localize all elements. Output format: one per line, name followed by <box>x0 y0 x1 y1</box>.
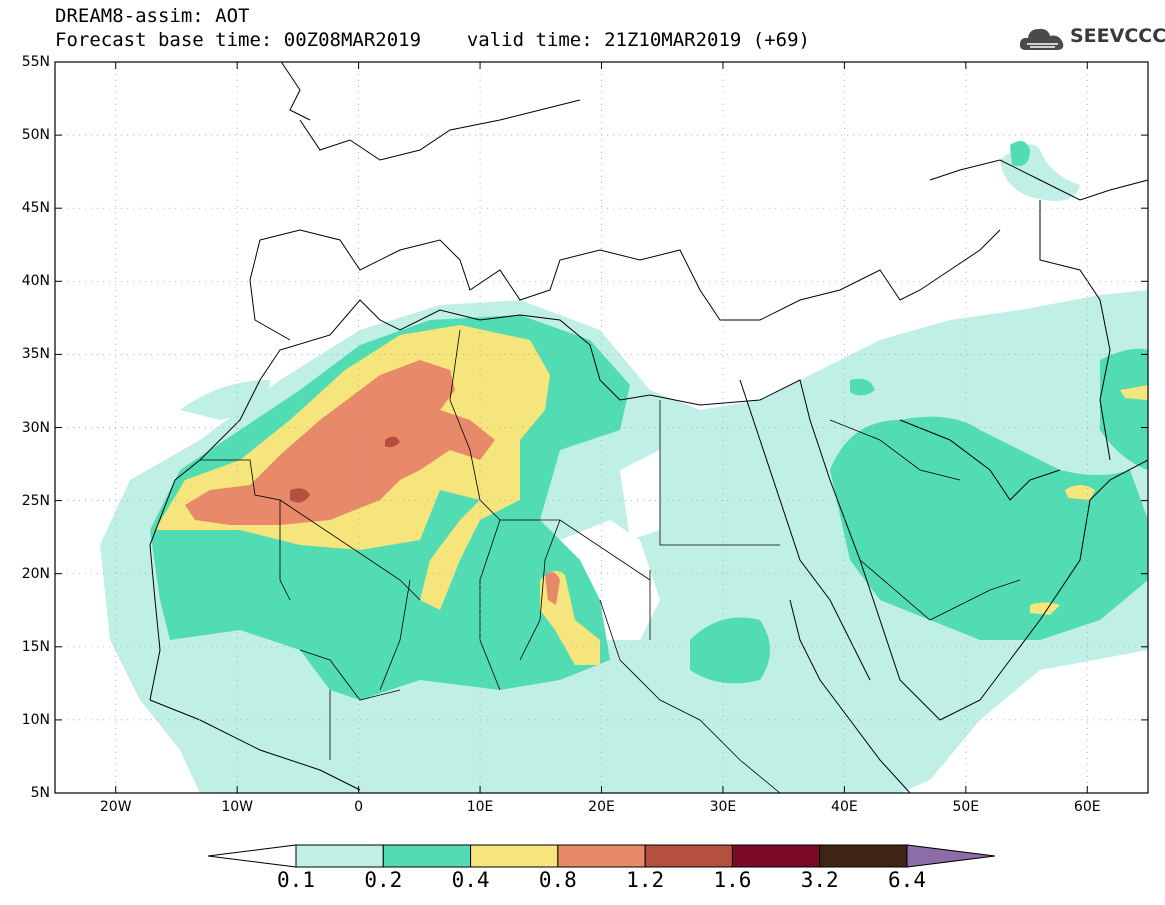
lon-label: 50E <box>952 799 980 815</box>
lat-label: 20N <box>21 565 50 582</box>
colorbar-segment <box>295 844 384 868</box>
lon-label: 10W <box>221 799 253 815</box>
lon-label: 20E <box>588 799 615 815</box>
aot-field-0.8 <box>185 360 560 605</box>
colorbar-label: 6.4 <box>888 868 926 892</box>
colorbar-label: 3.2 <box>800 868 839 892</box>
colorbar-segment <box>470 844 559 868</box>
colorbar-label: 0.4 <box>451 868 490 892</box>
colorbar-segment <box>557 844 646 868</box>
colorbar-segment <box>906 844 996 868</box>
colorbar-segment <box>731 844 821 868</box>
colorbar-label: 0.2 <box>364 868 403 892</box>
lat-label: 5N <box>30 785 50 801</box>
colorbar-label: 0.1 <box>277 868 315 892</box>
forecast-times: Forecast base time: 00Z08MAR2019 valid t… <box>55 29 810 51</box>
lon-label: 20W <box>99 799 132 815</box>
lat-label: 35N <box>21 346 50 363</box>
logo-text: SEEVCCC <box>1070 25 1165 47</box>
axis-ticks <box>55 61 1148 794</box>
colorbar-segment <box>644 844 733 868</box>
lat-label: 25N <box>21 492 50 509</box>
lat-label: 30N <box>21 419 50 436</box>
lon-label: 0 <box>354 799 364 815</box>
colorbar-label: 0.8 <box>538 868 577 892</box>
lat-label: 45N <box>21 200 50 217</box>
colorbar-segment <box>382 844 472 868</box>
country-borders <box>200 329 1021 793</box>
colorbar-label: 1.2 <box>626 868 665 892</box>
aot-field-1.2 <box>290 436 400 503</box>
colorbar-segment <box>819 844 908 868</box>
lat-label: 15N <box>21 638 50 655</box>
lon-label: 10E <box>466 799 494 815</box>
map-title: DREAM8-assim: AOT <box>55 5 250 27</box>
valid-time: valid time: 21Z10MAR2019 (+69) <box>466 29 810 51</box>
lat-label: 50N <box>21 127 50 144</box>
coastlines <box>149 62 1148 793</box>
seevccc-logo: SEEVCCC <box>1018 22 1165 58</box>
base-time: Forecast base time: 00Z08MAR2019 <box>55 29 422 51</box>
graticule <box>55 62 1148 793</box>
lon-label: 60E <box>1073 799 1101 815</box>
lon-label: 30E <box>709 799 737 815</box>
lat-label: 40N <box>21 273 50 290</box>
colorbar-segment <box>207 844 297 868</box>
lat-label: 55N <box>21 54 50 70</box>
lon-label: 40E <box>831 799 858 815</box>
colorbar <box>207 844 996 868</box>
cloud-icon <box>1019 28 1064 50</box>
lat-label: 10N <box>21 711 50 728</box>
colorbar-label: 1.6 <box>713 868 752 892</box>
